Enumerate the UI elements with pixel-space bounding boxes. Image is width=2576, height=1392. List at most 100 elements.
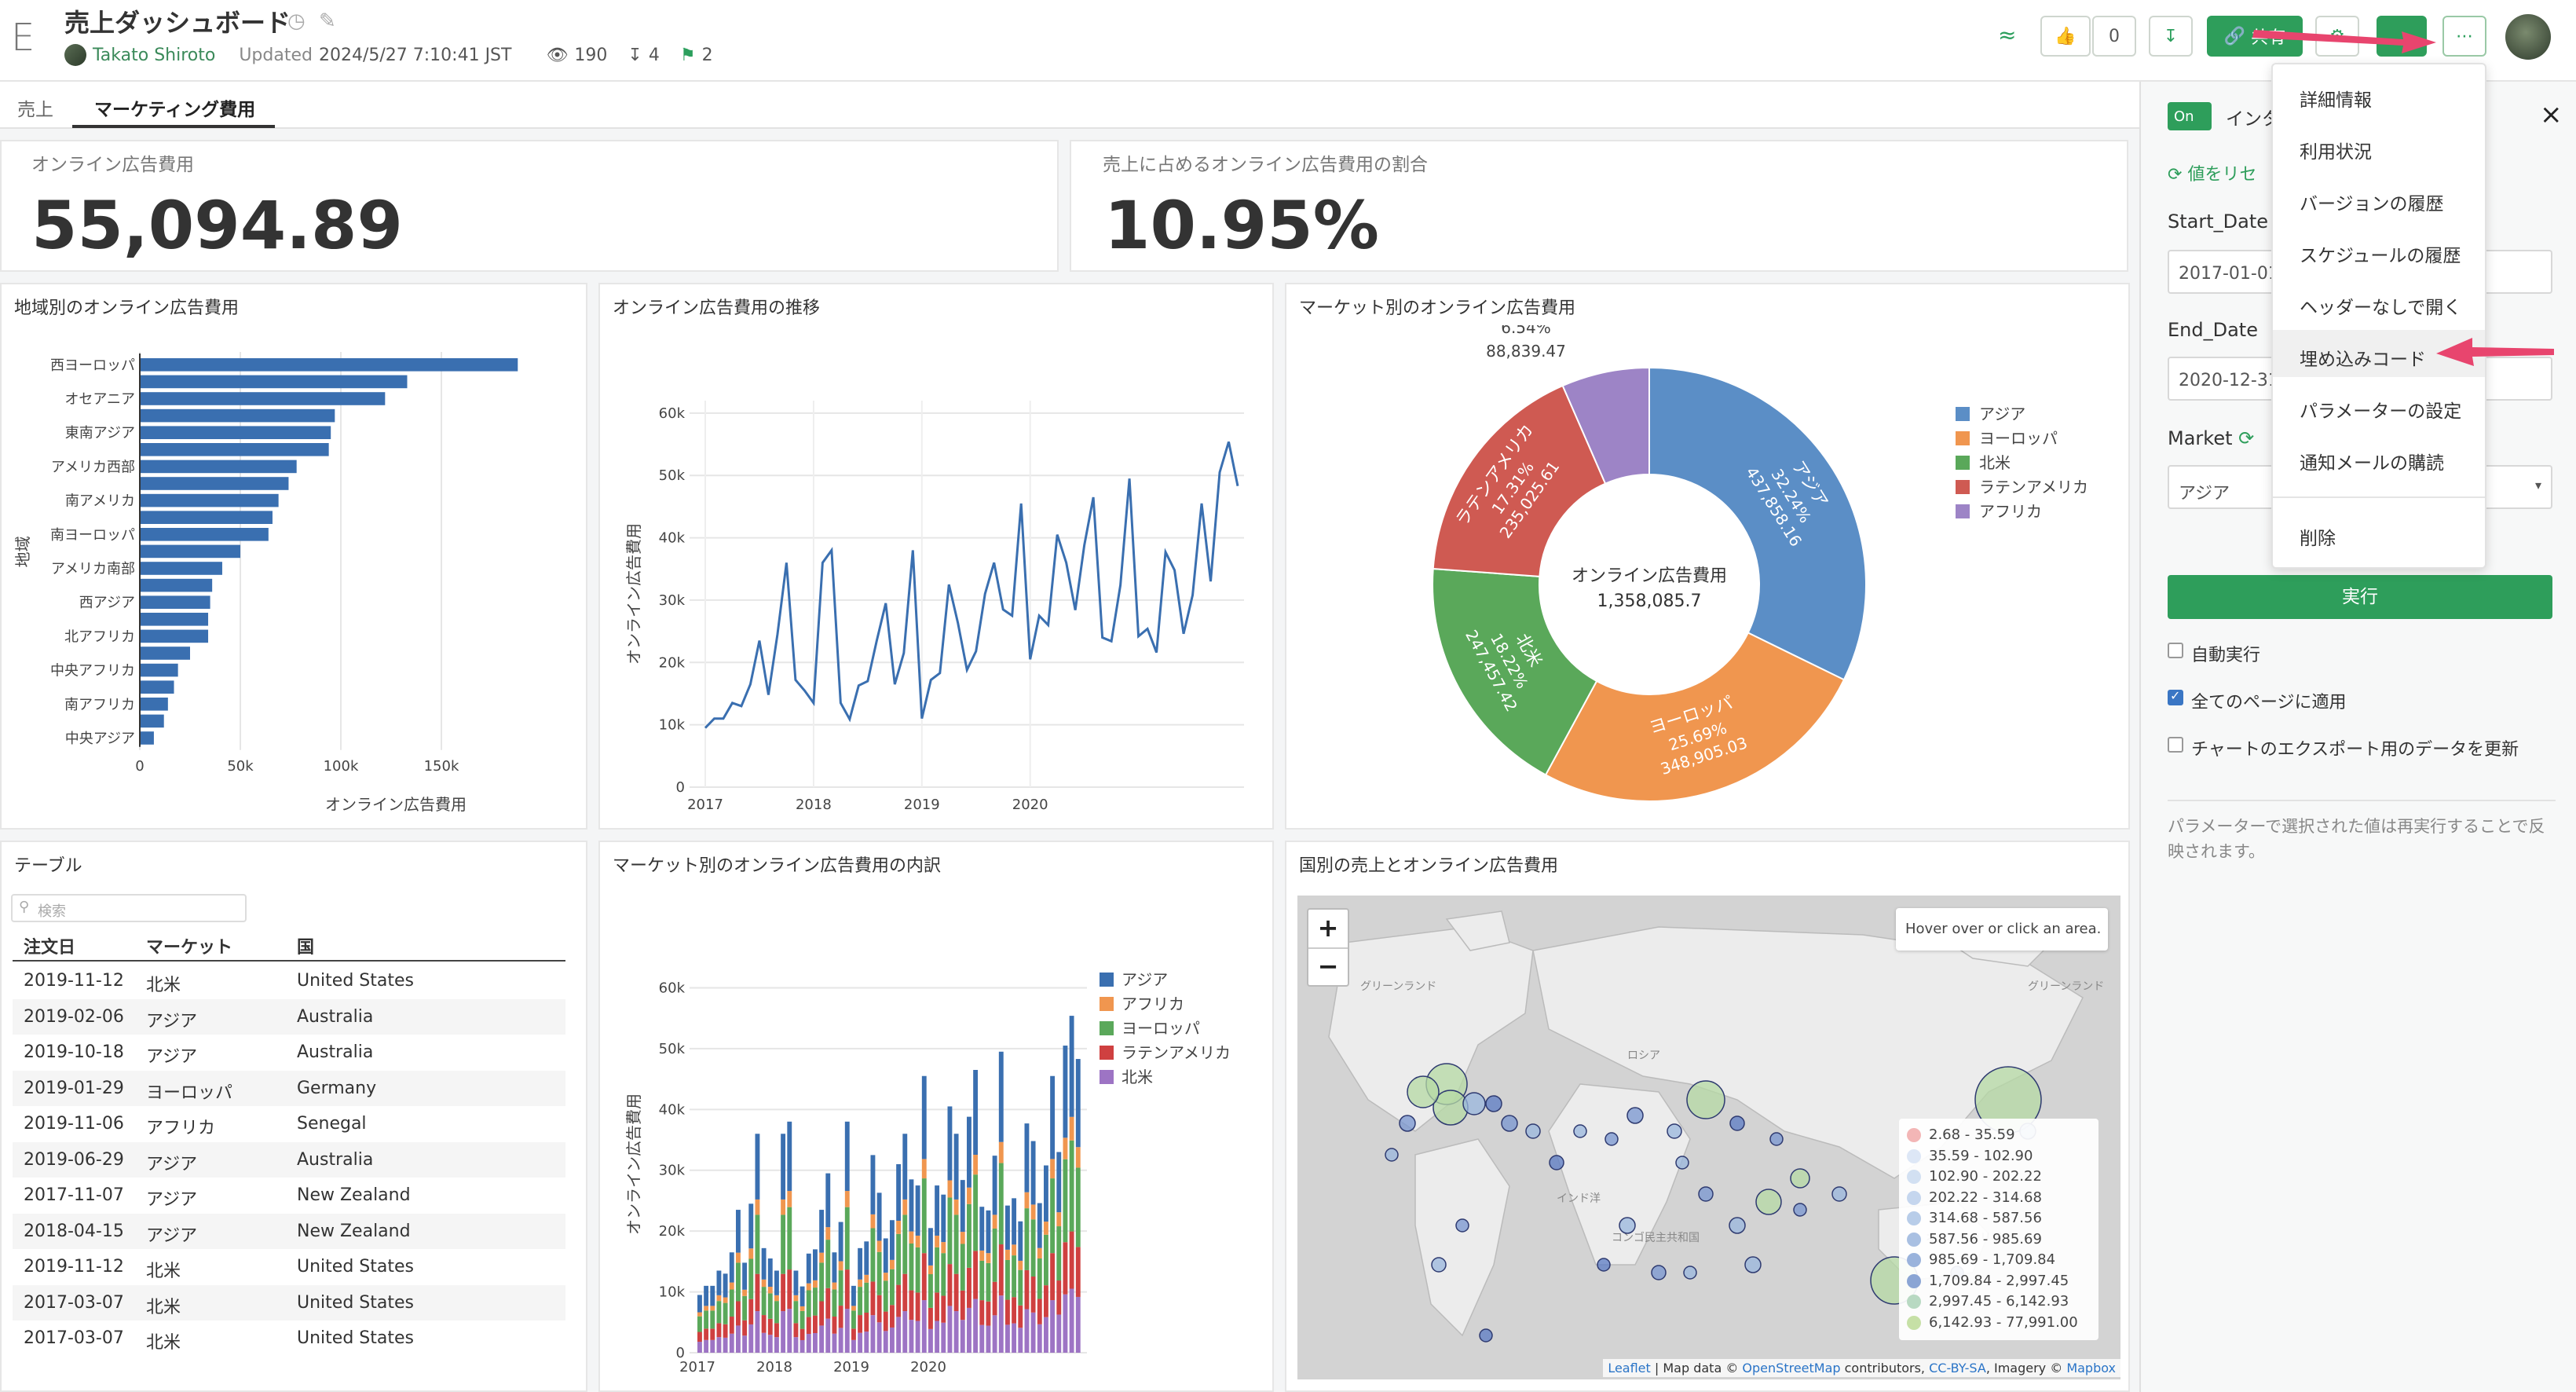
table-row[interactable]: 2019-11-12 北米 United States [13, 1249, 565, 1284]
stack-segment [716, 1270, 722, 1295]
chart-export-checkbox[interactable] [2168, 737, 2183, 753]
menu-item-version-history[interactable]: バージョンの履歴 [2300, 194, 2444, 214]
interactive-toggle[interactable]: On [2168, 102, 2212, 130]
stack-segment [979, 1324, 985, 1353]
stack-segment [992, 1214, 997, 1229]
stack-segment [806, 1317, 811, 1335]
mapbox-link[interactable]: Mapbox [2066, 1361, 2116, 1376]
stack-segment [858, 1279, 863, 1288]
table-row[interactable]: 2018-04-15 アジア New Zealand [13, 1213, 565, 1249]
map-label: コンゴ民主共和国 [1612, 1231, 1700, 1244]
user-avatar[interactable] [2505, 14, 2551, 60]
stack-segment [986, 1301, 991, 1326]
clock-icon[interactable]: ◷ [287, 9, 306, 33]
stack-segment [819, 1210, 825, 1253]
share-button[interactable]: 🔗 共有 [2207, 16, 2303, 57]
cell-market: 北米 [146, 976, 181, 995]
reset-label: 値をリセ [2187, 165, 2257, 185]
menu-item-embed-code[interactable]: 埋め込みコード [2300, 350, 2426, 370]
x-tick-label: 50k [227, 758, 254, 775]
refresh-icon[interactable]: ⟳ [2238, 427, 2255, 449]
reset-values-link[interactable]: ⟳ 値をリセ [2168, 160, 2256, 185]
stack-segment [1030, 1219, 1036, 1277]
stack-segment [716, 1323, 722, 1338]
run-button-header[interactable] [2377, 16, 2427, 57]
stack-segment [876, 1240, 882, 1252]
apply-all-checkbox[interactable]: ✓ [2168, 688, 2183, 705]
stack-segment [998, 1295, 1004, 1353]
col-market[interactable]: マーケット [146, 938, 233, 958]
leaflet-link[interactable]: Leaflet [1608, 1361, 1651, 1376]
author-name[interactable]: Takato Shiroto [93, 45, 216, 65]
table-row[interactable]: 2019-11-12 北米 United States [13, 963, 565, 998]
table-row[interactable]: 2019-11-06 アフリカ Senegal [13, 1106, 565, 1141]
zoom-in-button[interactable]: + [1317, 913, 1339, 943]
y-tick-label: オセアニア [64, 391, 135, 408]
stack-segment [979, 1260, 985, 1301]
table-row[interactable]: 2017-03-07 北米 United States [13, 1284, 565, 1321]
stack-segment [710, 1339, 715, 1353]
col-date[interactable]: 注文日 [24, 938, 76, 958]
settings-button[interactable]: ⚙ [2315, 16, 2359, 57]
stack-segment [1044, 1222, 1048, 1235]
table-search[interactable]: ⚲ 検索 [11, 894, 247, 922]
stack-segment [736, 1301, 741, 1326]
map-label: ロシア [1627, 1049, 1660, 1062]
country-bubble [1744, 1256, 1762, 1273]
interactive-label: インタ [2226, 109, 2280, 130]
header-meta: Takato Shiroto Updated 2024/5/27 7:10:41… [64, 44, 713, 66]
table-row[interactable]: 2019-06-29 アジア Australia [13, 1141, 565, 1178]
table-row[interactable]: 2017-03-07 北米 United States [13, 1321, 565, 1356]
stack-segment [953, 1273, 959, 1312]
donut-panel: マーケット別のオンライン広告費用 アジア 32.24% 437,858.16 ヨーロッ… [1285, 283, 2130, 830]
kpi-ratio-panel: 売上に占めるオンライン広告費用の割合 10.95% [1070, 140, 2128, 272]
search-placeholder: 検索 [38, 903, 66, 920]
menu-item-parameter-settings[interactable]: パラメーターの設定 [2300, 401, 2462, 422]
table-row[interactable]: 2019-02-06 アジア Australia [13, 998, 565, 1035]
country-bubble [1462, 1092, 1486, 1115]
table-row[interactable]: 2017-11-07 アジア New Zealand [13, 1178, 565, 1213]
app-logo[interactable]: E [11, 16, 35, 60]
y-tick-label: 60k [659, 405, 686, 422]
like-button[interactable]: 👍 [2040, 16, 2091, 57]
stack-segment [774, 1323, 779, 1338]
ccbysa-link[interactable]: CC-BY-SA [1929, 1361, 1986, 1376]
menu-item-details[interactable]: 詳細情報 [2300, 90, 2372, 111]
stack-segment [1030, 1141, 1036, 1205]
menu-item-schedule-history[interactable]: スケジュールの履歴 [2300, 246, 2461, 266]
stack-segment [953, 1134, 959, 1200]
bar [140, 613, 209, 626]
table-row[interactable]: 2019-01-29 ヨーロッパ Germany [13, 1070, 565, 1106]
table-row[interactable]: 2019-10-18 アジア Australia [13, 1035, 565, 1070]
stack-segment [1005, 1299, 1010, 1325]
stack-segment [979, 1300, 985, 1325]
share-label: 共有 [2251, 28, 2286, 48]
stack-segment [729, 1289, 734, 1317]
tab-bar: 売上 マーケティング費用 [0, 82, 2139, 129]
download-button[interactable]: ↧ [2149, 16, 2193, 57]
auto-run-checkbox[interactable] [2168, 643, 2183, 658]
y-tick-label: 東南アジア [65, 425, 135, 441]
stack-segment [973, 1155, 979, 1175]
menu-item-delete[interactable]: 削除 [2300, 529, 2336, 549]
stack-segment [1037, 1203, 1042, 1248]
more-button[interactable]: ⋯ [2442, 16, 2486, 57]
zoom-out-button[interactable]: − [1317, 951, 1339, 981]
stack-segment [870, 1214, 876, 1229]
stack-segment [755, 1214, 760, 1274]
run-button[interactable]: 実行 [2168, 575, 2552, 619]
menu-item-usage[interactable]: 利用状況 [2300, 142, 2372, 163]
tab-sales[interactable]: 売上 [17, 100, 53, 120]
menu-item-open-no-header[interactable]: ヘッダーなしで開く [2300, 298, 2462, 318]
menu-item-subscribe-email[interactable]: 通知メールの購読 [2300, 453, 2444, 474]
stack-segment [992, 1281, 997, 1316]
link-icon: 🔗 [2223, 26, 2246, 46]
edit-icon[interactable]: ✎ [319, 9, 336, 33]
tab-marketing[interactable]: マーケティング費用 [94, 100, 256, 120]
col-country[interactable]: 国 [297, 938, 315, 958]
thumbs-up-icon: 👍 [2055, 26, 2077, 46]
y-tick-label: 北アフリカ [64, 628, 135, 645]
osm-link[interactable]: OpenStreetMap [1742, 1361, 1841, 1376]
stack-segment [896, 1317, 902, 1353]
close-icon[interactable]: × [2540, 99, 2563, 130]
